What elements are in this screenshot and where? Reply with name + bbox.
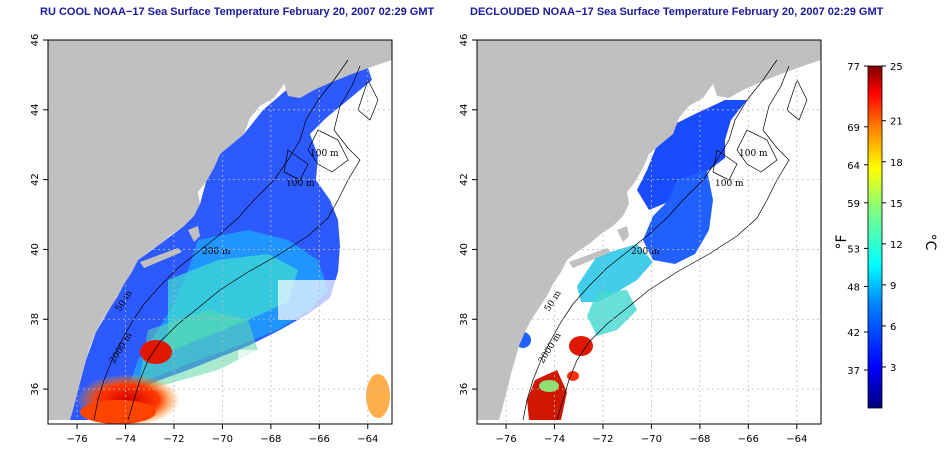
left-contour-label-1: 100 m	[310, 149, 339, 159]
fahrenheit-label: °F	[834, 234, 850, 249]
left-y-tick-label: 36	[30, 383, 41, 396]
right-x-tick-label: −74	[544, 434, 565, 445]
right-x-tick-label: −66	[738, 434, 759, 445]
celsius-tick-label: 9	[890, 281, 896, 292]
fahrenheit-tick-label: 59	[847, 199, 860, 210]
left-contour-label-3: 200 m	[202, 247, 231, 257]
right-contour-label-1: 100 m	[739, 149, 768, 159]
fahrenheit-tick-label: 69	[847, 123, 860, 134]
right-x-ticks: −76 −74 −72 −70 −68 −66 −64	[496, 424, 807, 445]
left-y-ticks: 36 38 40 42 44 46	[30, 34, 48, 396]
right-panel-title: DECLOUDED NOAA−17 Sea Surface Temperatur…	[470, 6, 884, 18]
celsius-tick-label: 6	[890, 322, 896, 333]
left-x-ticks: −76 −74 −72 −70 −68 −66 −64	[67, 424, 378, 445]
right-y-tick-label: 36	[459, 383, 470, 396]
celsius-tick-label: 3	[890, 363, 896, 374]
celsius-tick-label: 18	[890, 158, 903, 169]
left-x-tick-label: −70	[212, 434, 233, 445]
left-x-tick-label: −74	[115, 434, 136, 445]
right-y-ticks: 36 38 40 42 44 46	[459, 34, 477, 396]
celsius-tick-label: 12	[890, 240, 903, 251]
fahrenheit-tick-label: 53	[847, 244, 860, 255]
fahrenheit-tick-label: 64	[847, 161, 860, 172]
right-map-panel: 100 m 100 m 200 m 50 m 2000 m −76 −74 −72−…	[459, 34, 822, 445]
celsius-tick-label: 25	[890, 62, 903, 73]
fahrenheit-tick-label: 42	[847, 328, 860, 339]
left-y-tick-label: 44	[30, 103, 41, 116]
left-y-tick-label: 40	[30, 243, 41, 256]
left-x-tick-label: −64	[357, 434, 378, 445]
right-x-tick-label: −70	[641, 434, 662, 445]
right-frame	[476, 39, 822, 425]
left-y-tick-label: 38	[30, 313, 41, 326]
colorbar-ticks: 77 69 64 59 53 48 42 37 25 21 18 15 12 9 6 3	[847, 62, 902, 377]
right-y-tick-label: 38	[459, 313, 470, 326]
celsius-tick-label: 21	[890, 117, 903, 128]
right-x-tick-label: −72	[592, 434, 613, 445]
left-frame	[47, 39, 393, 425]
left-panel-title: RU COOL NOAA−17 Sea Surface Temperature …	[40, 6, 435, 18]
fahrenheit-tick-label: 37	[847, 366, 860, 377]
celsius-label: °C	[922, 234, 938, 251]
right-contour-label-3: 200 m	[631, 247, 660, 257]
right-x-tick-label: −68	[689, 434, 710, 445]
left-cloud-speckle	[198, 280, 338, 420]
colorbar: 77 69 64 59 53 48 42 37 25 21 18 15 12 9 6 3 °F °C	[834, 62, 938, 409]
right-contour-label-2: 100 m	[715, 179, 744, 189]
celsius-tick-label: 15	[890, 199, 903, 210]
left-map-panel: 100 m 100 m 200 m 50 m 2000 m −76 −74 −72−…	[30, 34, 393, 445]
right-y-tick-label: 44	[459, 103, 470, 116]
right-y-tick-label: 46	[459, 34, 470, 47]
left-y-tick-label: 42	[30, 173, 41, 186]
left-contour-label-2: 100 m	[286, 179, 315, 189]
left-y-tick-label: 46	[30, 34, 41, 47]
left-x-tick-label: −66	[309, 434, 330, 445]
right-y-tick-label: 42	[459, 173, 470, 186]
right-x-tick-label: −76	[496, 434, 517, 445]
fahrenheit-tick-label: 77	[847, 62, 860, 73]
left-x-tick-label: −76	[67, 434, 88, 445]
left-x-tick-label: −72	[163, 434, 184, 445]
right-x-tick-label: −64	[786, 434, 807, 445]
fahrenheit-tick-label: 48	[847, 282, 860, 293]
colorbar-gradient	[867, 65, 883, 409]
right-y-tick-label: 40	[459, 243, 470, 256]
left-x-tick-label: −68	[260, 434, 281, 445]
left-sst-field	[70, 62, 390, 426]
